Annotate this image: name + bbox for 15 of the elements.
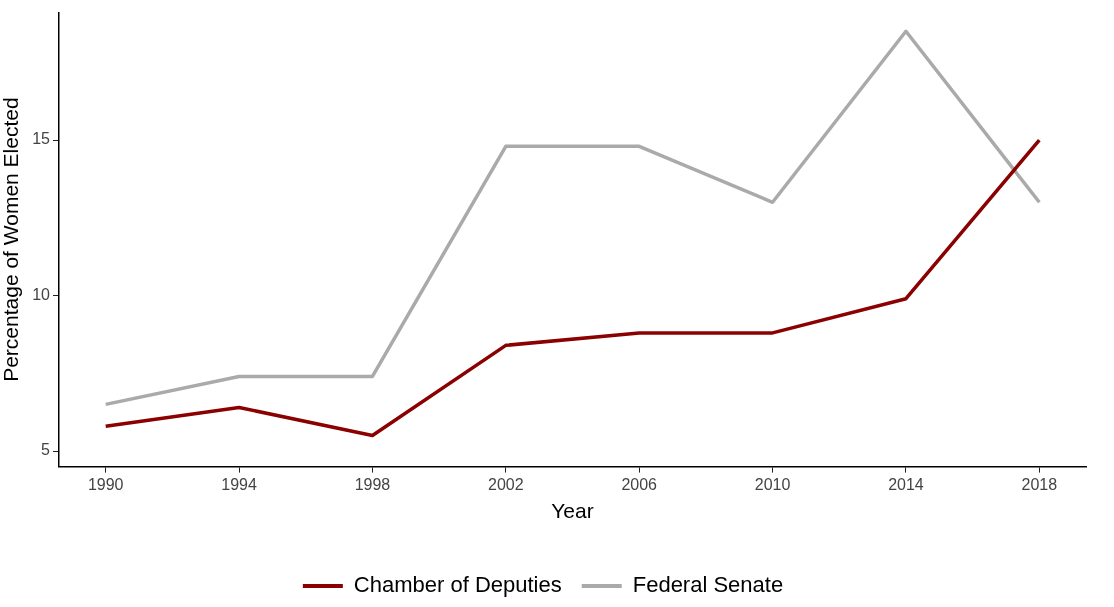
x-tick-label: 2014 — [888, 475, 924, 493]
x-tick-label: 2006 — [621, 475, 658, 493]
x-tick-label: 1990 — [87, 475, 124, 493]
x-tick-label: 2002 — [488, 475, 524, 493]
x-axis-title: Year — [551, 499, 594, 523]
y-tick-label: 10 — [32, 285, 51, 303]
y-axis-title: Percentage of Women Elected — [0, 97, 23, 382]
x-tick-label: 2018 — [1021, 475, 1058, 493]
y-tick-label: 5 — [41, 441, 51, 459]
x-tick-label: 1994 — [221, 475, 257, 493]
legend-label: Federal Senate — [632, 572, 784, 598]
legend-label: Chamber of Deputies — [353, 572, 562, 598]
x-tick-label: 1998 — [354, 475, 391, 493]
y-tick-label: 15 — [32, 130, 51, 148]
x-tick-label: 2010 — [754, 475, 791, 493]
